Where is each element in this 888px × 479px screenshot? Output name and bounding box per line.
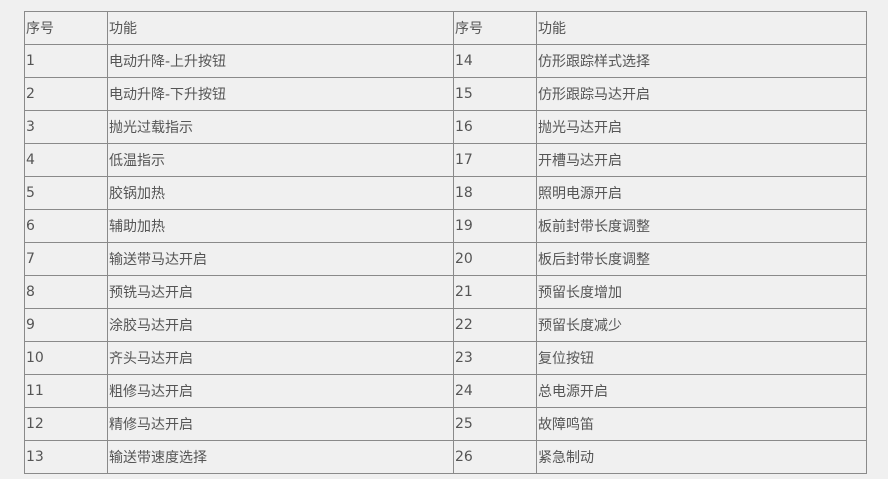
function-cell: 复位按钮 [536,341,867,375]
index-cell: 26 [453,440,537,474]
table-row: 13 输送带速度选择 26 紧急制动 [24,440,867,474]
index-cell: 6 [24,209,108,243]
table-row: 12 精修马达开启 25 故障鸣笛 [24,407,867,441]
table-row: 5 胶锅加热 18 照明电源开启 [24,176,867,210]
function-cell: 照明电源开启 [536,176,867,210]
function-cell: 紧急制动 [536,440,867,474]
function-cell: 预铣马达开启 [107,275,454,309]
index-cell: 12 [24,407,108,441]
function-cell: 电动升降-下升按钮 [107,77,454,111]
index-cell: 24 [453,374,537,408]
function-cell: 板前封带长度调整 [536,209,867,243]
function-cell: 电动升降-上升按钮 [107,44,454,78]
function-cell: 板后封带长度调整 [536,242,867,276]
function-cell: 总电源开启 [536,374,867,408]
index-cell: 8 [24,275,108,309]
function-table: 序号 功能 序号 功能 1 电动升降-上升按钮 14 仿形跟踪样式选择 2 电动升降-下升… [24,11,867,474]
table-row: 3 抛光过载指示 16 抛光马达开启 [24,110,867,144]
index-cell: 22 [453,308,537,342]
index-cell: 1 [24,44,108,78]
function-cell: 抛光马达开启 [536,110,867,144]
index-cell: 14 [453,44,537,78]
function-cell: 输送带马达开启 [107,242,454,276]
table-row: 9 涂胶马达开启 22 预留长度减少 [24,308,867,342]
index-cell: 25 [453,407,537,441]
header-cell: 序号 [24,11,108,45]
function-cell: 故障鸣笛 [536,407,867,441]
function-cell: 输送带速度选择 [107,440,454,474]
function-cell: 粗修马达开启 [107,374,454,408]
index-cell: 9 [24,308,108,342]
function-cell: 预留长度增加 [536,275,867,309]
table-row: 2 电动升降-下升按钮 15 仿形跟踪马达开启 [24,77,867,111]
function-cell: 抛光过载指示 [107,110,454,144]
index-cell: 11 [24,374,108,408]
index-cell: 20 [453,242,537,276]
index-cell: 3 [24,110,108,144]
table-header-row: 序号 功能 序号 功能 [24,11,867,45]
function-cell: 仿形跟踪样式选择 [536,44,867,78]
function-cell: 预留长度减少 [536,308,867,342]
index-cell: 5 [24,176,108,210]
header-cell: 功能 [107,11,454,45]
index-cell: 17 [453,143,537,177]
index-cell: 4 [24,143,108,177]
index-cell: 13 [24,440,108,474]
table-row: 6 辅助加热 19 板前封带长度调整 [24,209,867,243]
function-cell: 精修马达开启 [107,407,454,441]
index-cell: 16 [453,110,537,144]
index-cell: 7 [24,242,108,276]
table-row: 10 齐头马达开启 23 复位按钮 [24,341,867,375]
index-cell: 15 [453,77,537,111]
index-cell: 23 [453,341,537,375]
index-cell: 19 [453,209,537,243]
index-cell: 2 [24,77,108,111]
function-cell: 胶锅加热 [107,176,454,210]
index-cell: 18 [453,176,537,210]
index-cell: 21 [453,275,537,309]
table-row: 1 电动升降-上升按钮 14 仿形跟踪样式选择 [24,44,867,78]
table-row: 4 低温指示 17 开槽马达开启 [24,143,867,177]
table-row: 7 输送带马达开启 20 板后封带长度调整 [24,242,867,276]
function-cell: 辅助加热 [107,209,454,243]
table-row: 8 预铣马达开启 21 预留长度增加 [24,275,867,309]
function-cell: 仿形跟踪马达开启 [536,77,867,111]
header-cell: 序号 [453,11,537,45]
index-cell: 10 [24,341,108,375]
header-cell: 功能 [536,11,867,45]
function-cell: 低温指示 [107,143,454,177]
table-row: 11 粗修马达开启 24 总电源开启 [24,374,867,408]
function-cell: 开槽马达开启 [536,143,867,177]
function-cell: 齐头马达开启 [107,341,454,375]
function-cell: 涂胶马达开启 [107,308,454,342]
